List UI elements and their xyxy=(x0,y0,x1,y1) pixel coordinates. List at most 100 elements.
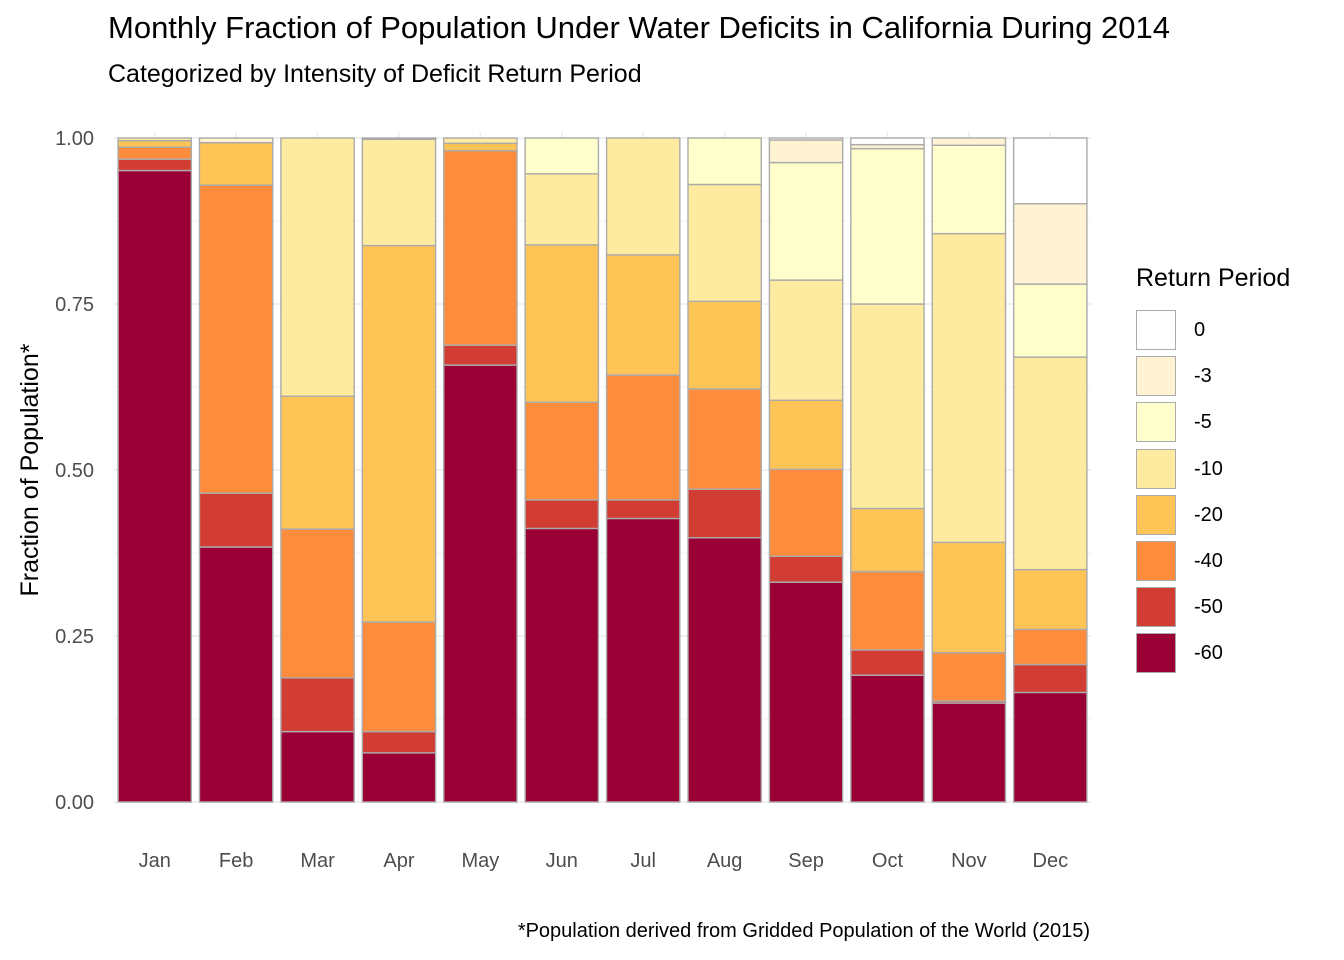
x-tick-label: Mar xyxy=(300,850,335,872)
legend-item: -3 xyxy=(1136,356,1336,398)
bar-segment xyxy=(605,254,681,376)
legend-swatch xyxy=(1136,541,1176,581)
bar-segment xyxy=(443,142,518,152)
bar-segment xyxy=(280,137,355,397)
bar-segment xyxy=(524,137,600,175)
x-tick-label: Jul xyxy=(630,850,656,872)
y-tick-label: 0.75 xyxy=(55,294,94,316)
legend-item: 0 xyxy=(1136,310,1336,352)
x-tick-label: Apr xyxy=(383,850,414,872)
bar-segment xyxy=(198,492,274,548)
bar-segment xyxy=(1012,283,1088,358)
legend-item: -60 xyxy=(1136,633,1336,675)
y-axis-label: Fraction of Population* xyxy=(16,343,44,596)
legend-item: -50 xyxy=(1136,587,1336,629)
bar-segment xyxy=(198,141,274,186)
legend-label: -50 xyxy=(1194,596,1223,619)
bar-segment xyxy=(931,232,1007,544)
bar-segment xyxy=(687,388,762,490)
legend-title: Return Period xyxy=(1136,264,1291,292)
x-tick-label: Dec xyxy=(1033,850,1069,872)
legend-label: -3 xyxy=(1194,365,1212,388)
legend-item: -5 xyxy=(1136,402,1336,444)
bar-segment xyxy=(850,570,925,651)
bar-segment xyxy=(768,161,844,281)
bar-segment xyxy=(1012,356,1088,571)
legend-label: -60 xyxy=(1194,642,1223,665)
legend-label: -40 xyxy=(1194,550,1223,572)
x-axis-ticks: Jan Feb Mar Apr May Jun Jul Aug Sep Oct Nov Dec xyxy=(139,850,1068,872)
bar-segment xyxy=(443,137,518,145)
legend-item: -40 xyxy=(1136,541,1336,583)
bar-segment xyxy=(850,303,925,510)
bar-segment xyxy=(768,137,844,141)
x-tick-label: May xyxy=(461,850,499,872)
bar-segment xyxy=(605,137,681,256)
y-tick-label: 0.50 xyxy=(55,460,94,482)
legend-item: -20 xyxy=(1136,494,1336,537)
bar-segment xyxy=(117,158,193,172)
bar-segment xyxy=(931,144,1007,235)
chart-title: Monthly Fraction of Population Under Wat… xyxy=(108,10,1170,45)
legend-swatch xyxy=(1136,310,1176,350)
x-tick-label: Feb xyxy=(219,850,253,872)
bar-segment xyxy=(117,146,193,160)
bar-segment xyxy=(524,527,600,803)
bar-segment xyxy=(361,752,437,803)
bar-segment xyxy=(1012,663,1088,694)
bar-segment xyxy=(768,139,844,164)
legend-swatch xyxy=(1136,587,1176,628)
bar-segment xyxy=(524,244,600,403)
legend-swatch xyxy=(1136,448,1176,489)
bar-segment xyxy=(524,499,600,530)
x-tick-label: Jan xyxy=(139,850,171,872)
bar-segment xyxy=(117,137,193,142)
bar-segment xyxy=(1012,137,1088,205)
bar-segment xyxy=(850,507,925,573)
bar-segment xyxy=(280,528,355,679)
bar-segment xyxy=(280,677,355,733)
bar-segment xyxy=(1012,628,1088,666)
bar-segment xyxy=(768,399,844,471)
bar-segment xyxy=(524,401,600,501)
legend-swatch xyxy=(1136,402,1176,443)
y-tick-label: 0.00 xyxy=(55,792,94,814)
bar-segment xyxy=(198,546,274,803)
bar-segment xyxy=(768,468,844,558)
bar-segment xyxy=(850,674,925,803)
bar-segment xyxy=(1012,691,1088,803)
bar-segment xyxy=(198,184,274,494)
bar-segment xyxy=(280,730,355,803)
bar-segment xyxy=(931,702,1007,803)
bar-segment xyxy=(443,344,518,366)
x-tick-label: Jun xyxy=(546,850,578,872)
chart-caption: *Population derived from Gridded Populat… xyxy=(517,920,1090,942)
y-tick-label: 0.25 xyxy=(55,626,94,648)
bar-segment xyxy=(605,517,681,803)
bar-segment xyxy=(850,147,925,305)
x-tick-label: Aug xyxy=(707,850,743,872)
legend-item: -10 xyxy=(1136,448,1336,491)
bar-segment xyxy=(931,651,1007,702)
bar-segment xyxy=(687,183,762,303)
bar-segment xyxy=(768,279,844,401)
bar-segment xyxy=(443,364,518,803)
bar-segment xyxy=(931,541,1007,654)
bar-segment xyxy=(850,649,925,676)
bar-segment xyxy=(361,137,437,141)
bar-segment xyxy=(117,139,193,148)
bar-segment xyxy=(687,488,762,539)
bar-segment xyxy=(443,149,518,346)
y-axis-ticks: 0.00 0.25 0.50 0.75 1.00 xyxy=(55,128,94,814)
x-tick-label: Oct xyxy=(872,850,904,872)
bar-segment xyxy=(850,137,925,146)
bar-segment xyxy=(687,137,762,186)
legend-swatch xyxy=(1136,494,1176,535)
bar-segment xyxy=(280,395,355,530)
bar-segment xyxy=(361,244,437,623)
x-tick-label: Nov xyxy=(951,850,987,872)
legend-label: 0 xyxy=(1194,319,1206,341)
bar-segment xyxy=(768,581,844,803)
